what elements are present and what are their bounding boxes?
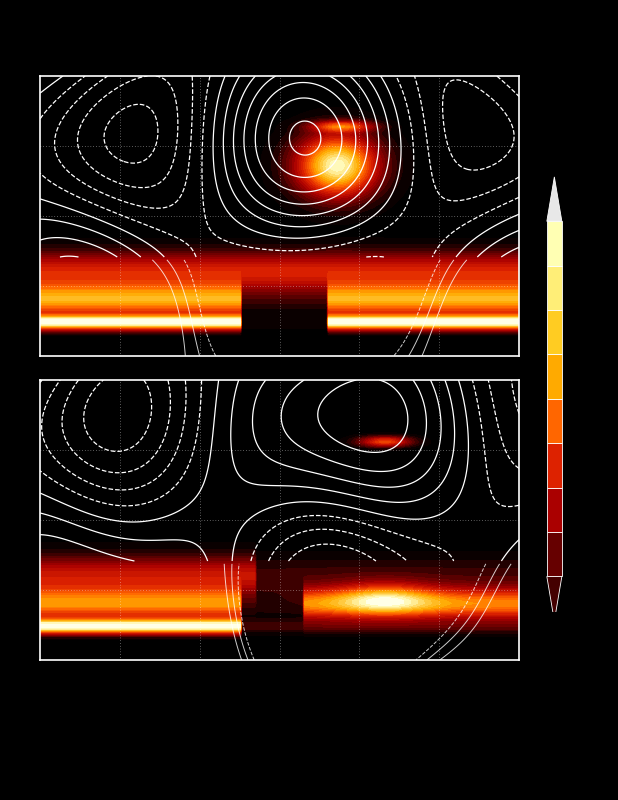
- Polygon shape: [547, 577, 562, 621]
- Bar: [547, 266, 562, 310]
- Bar: [547, 354, 562, 399]
- Bar: [547, 532, 562, 577]
- Polygon shape: [547, 177, 562, 222]
- Bar: [547, 443, 562, 488]
- Bar: [547, 399, 562, 443]
- Bar: [547, 488, 562, 532]
- Bar: [547, 222, 562, 266]
- Bar: [547, 310, 562, 354]
